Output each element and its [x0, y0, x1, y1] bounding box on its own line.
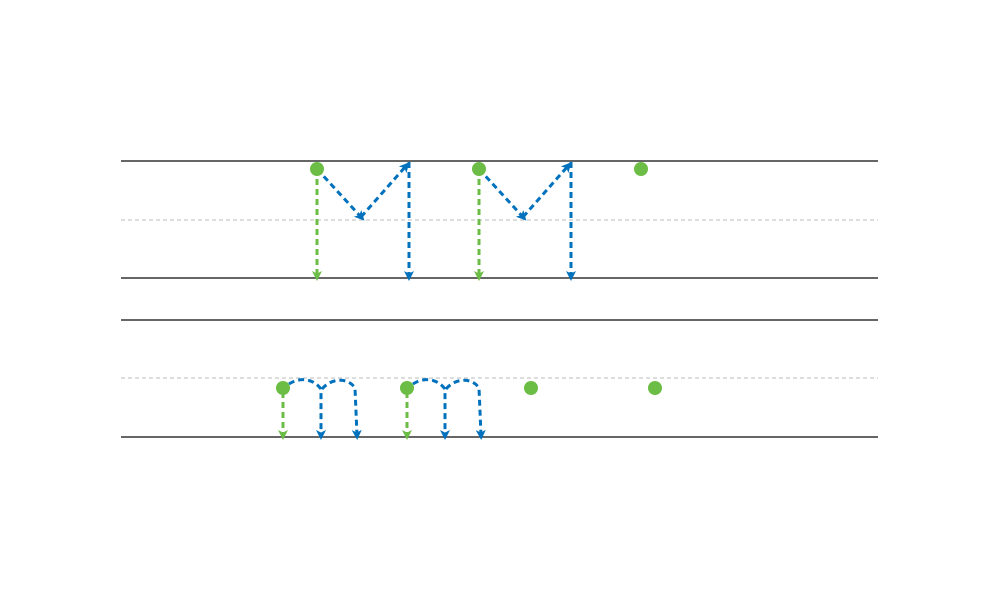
- stroke-2-first-hump: [412, 378, 450, 440]
- practice-start-dot: [524, 381, 538, 395]
- stroke-2-down-diagonal: [477, 167, 527, 221]
- row-lowercase-m: [121, 319, 878, 440]
- traced-letter-M: [310, 162, 414, 281]
- stroke-2-first-hump: [288, 378, 326, 440]
- start-dot: [472, 162, 486, 176]
- traced-letter-m: [276, 378, 362, 440]
- traced-letter-m: [400, 378, 486, 440]
- start-dot: [400, 381, 414, 395]
- practice-start-dot: [648, 381, 662, 395]
- stroke-3-up-diagonal: [359, 162, 410, 218]
- practice-start-dot: [634, 162, 648, 176]
- stroke-3-second-hump: [320, 378, 362, 440]
- start-dot: [310, 162, 324, 176]
- stroke-3-second-hump: [444, 378, 486, 440]
- row-uppercase-m: [121, 160, 878, 281]
- stroke-2-down-diagonal: [315, 167, 365, 221]
- start-dot: [276, 381, 290, 395]
- traced-letter-M: [472, 162, 576, 281]
- stroke-3-up-diagonal: [521, 162, 572, 218]
